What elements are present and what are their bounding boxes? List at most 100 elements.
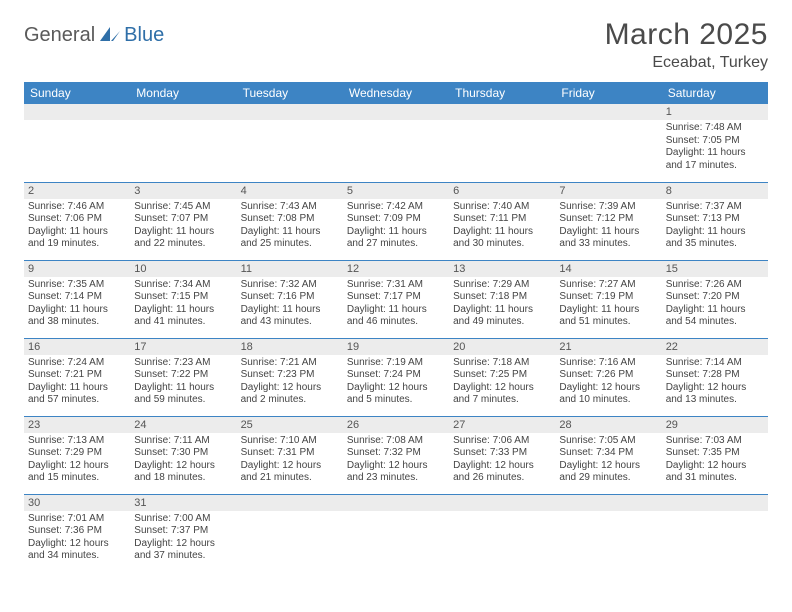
day-number [662,495,768,511]
calendar-cell: 5Sunrise: 7:42 AMSunset: 7:09 PMDaylight… [343,182,449,260]
day-number: 10 [130,261,236,277]
day-number: 22 [662,339,768,355]
day-details: Sunrise: 7:48 AMSunset: 7:05 PMDaylight:… [662,120,768,172]
day-details: Sunrise: 7:45 AMSunset: 7:07 PMDaylight:… [130,199,236,251]
day-number [24,104,130,120]
calendar-cell: 28Sunrise: 7:05 AMSunset: 7:34 PMDayligh… [555,416,661,494]
calendar-cell: 13Sunrise: 7:29 AMSunset: 7:18 PMDayligh… [449,260,555,338]
calendar-week-row: 1Sunrise: 7:48 AMSunset: 7:05 PMDaylight… [24,104,768,182]
day-number [449,495,555,511]
day-number: 11 [237,261,343,277]
daylight-line-1: Daylight: 12 hours [241,382,339,395]
day-details: Sunrise: 7:14 AMSunset: 7:28 PMDaylight:… [662,355,768,407]
sunset-line: Sunset: 7:23 PM [241,369,339,382]
daylight-line-2: and 5 minutes. [347,394,445,407]
sunrise-line: Sunrise: 7:21 AM [241,357,339,370]
sail-icon [98,25,122,43]
sunrise-line: Sunrise: 7:37 AM [666,201,764,214]
calendar-cell [24,104,130,182]
sunset-line: Sunset: 7:32 PM [347,447,445,460]
calendar-page: General Blue March 2025 Eceabat, Turkey … [0,0,792,584]
daylight-line-1: Daylight: 12 hours [347,382,445,395]
day-number: 30 [24,495,130,511]
sunrise-line: Sunrise: 7:43 AM [241,201,339,214]
daylight-line-2: and 23 minutes. [347,472,445,485]
daylight-line-2: and 35 minutes. [666,238,764,251]
daylight-line-2: and 59 minutes. [134,394,232,407]
day-details: Sunrise: 7:40 AMSunset: 7:11 PMDaylight:… [449,199,555,251]
daylight-line-1: Daylight: 12 hours [28,538,126,551]
day-number: 12 [343,261,449,277]
sunset-line: Sunset: 7:17 PM [347,291,445,304]
day-number [237,104,343,120]
sunrise-line: Sunrise: 7:24 AM [28,357,126,370]
day-details: Sunrise: 7:16 AMSunset: 7:26 PMDaylight:… [555,355,661,407]
calendar-cell: 29Sunrise: 7:03 AMSunset: 7:35 PMDayligh… [662,416,768,494]
calendar-cell: 12Sunrise: 7:31 AMSunset: 7:17 PMDayligh… [343,260,449,338]
calendar-cell: 31Sunrise: 7:00 AMSunset: 7:37 PMDayligh… [130,494,236,572]
day-number: 24 [130,417,236,433]
day-number: 7 [555,183,661,199]
sunset-line: Sunset: 7:26 PM [559,369,657,382]
daylight-line-2: and 30 minutes. [453,238,551,251]
sunset-line: Sunset: 7:15 PM [134,291,232,304]
sunrise-line: Sunrise: 7:11 AM [134,435,232,448]
calendar-cell: 23Sunrise: 7:13 AMSunset: 7:29 PMDayligh… [24,416,130,494]
daylight-line-1: Daylight: 11 hours [666,226,764,239]
day-number: 27 [449,417,555,433]
daylight-line-2: and 13 minutes. [666,394,764,407]
weekday-header: Thursday [449,82,555,104]
calendar-cell: 10 Sunrise: 7:34 AMSunset: 7:15 PMDayligh… [130,260,236,338]
day-number: 25 [237,417,343,433]
calendar-week-row: 2Sunrise: 7:46 AMSunset: 7:06 PMDaylight… [24,182,768,260]
calendar-cell [343,494,449,572]
sunset-line: Sunset: 7:28 PM [666,369,764,382]
sunset-line: Sunset: 7:20 PM [666,291,764,304]
sunrise-line: Sunrise: 7:34 AM [134,279,232,292]
sunrise-line: Sunrise: 7:06 AM [453,435,551,448]
calendar-cell: 17Sunrise: 7:23 AMSunset: 7:22 PMDayligh… [130,338,236,416]
title-block: March 2025 Eceabat, Turkey [605,18,768,72]
day-number: 26 [343,417,449,433]
sunset-line: Sunset: 7:19 PM [559,291,657,304]
sunrise-line: Sunrise: 7:39 AM [559,201,657,214]
day-details: Sunrise: 7:35 AMSunset: 7:14 PMDaylight:… [24,277,130,329]
day-number: 21 [555,339,661,355]
daylight-line-1: Daylight: 11 hours [134,226,232,239]
daylight-line-1: Daylight: 12 hours [666,382,764,395]
weekday-header: Tuesday [237,82,343,104]
day-number [343,495,449,511]
brand-text-1: General [24,24,95,47]
daylight-line-2: and 2 minutes. [241,394,339,407]
calendar-cell [555,494,661,572]
calendar-week-row: 23Sunrise: 7:13 AMSunset: 7:29 PMDayligh… [24,416,768,494]
sunset-line: Sunset: 7:12 PM [559,213,657,226]
sunset-line: Sunset: 7:13 PM [666,213,764,226]
daylight-line-1: Daylight: 11 hours [134,304,232,317]
day-details: Sunrise: 7:29 AMSunset: 7:18 PMDaylight:… [449,277,555,329]
day-details: Sunrise: 7:18 AMSunset: 7:25 PMDaylight:… [449,355,555,407]
daylight-line-1: Daylight: 12 hours [559,460,657,473]
sunset-line: Sunset: 7:31 PM [241,447,339,460]
daylight-line-2: and 10 minutes. [559,394,657,407]
daylight-line-2: and 15 minutes. [28,472,126,485]
calendar-cell: 1Sunrise: 7:48 AMSunset: 7:05 PMDaylight… [662,104,768,182]
day-number: 23 [24,417,130,433]
daylight-line-1: Daylight: 12 hours [134,460,232,473]
month-title: March 2025 [605,18,768,52]
day-details: Sunrise: 7:11 AMSunset: 7:30 PMDaylight:… [130,433,236,485]
calendar-cell [555,104,661,182]
sunset-line: Sunset: 7:16 PM [241,291,339,304]
daylight-line-2: and 46 minutes. [347,316,445,329]
day-details: Sunrise: 7:21 AMSunset: 7:23 PMDaylight:… [237,355,343,407]
daylight-line-1: Daylight: 11 hours [347,226,445,239]
sunrise-line: Sunrise: 7:08 AM [347,435,445,448]
daylight-line-2: and 34 minutes. [28,550,126,563]
sunset-line: Sunset: 7:34 PM [559,447,657,460]
daylight-line-1: Daylight: 11 hours [666,304,764,317]
day-number [555,495,661,511]
calendar-cell: 25Sunrise: 7:10 AMSunset: 7:31 PMDayligh… [237,416,343,494]
calendar-cell [237,104,343,182]
day-details: Sunrise: 7:08 AMSunset: 7:32 PMDaylight:… [343,433,449,485]
brand-text-2: Blue [124,24,164,47]
